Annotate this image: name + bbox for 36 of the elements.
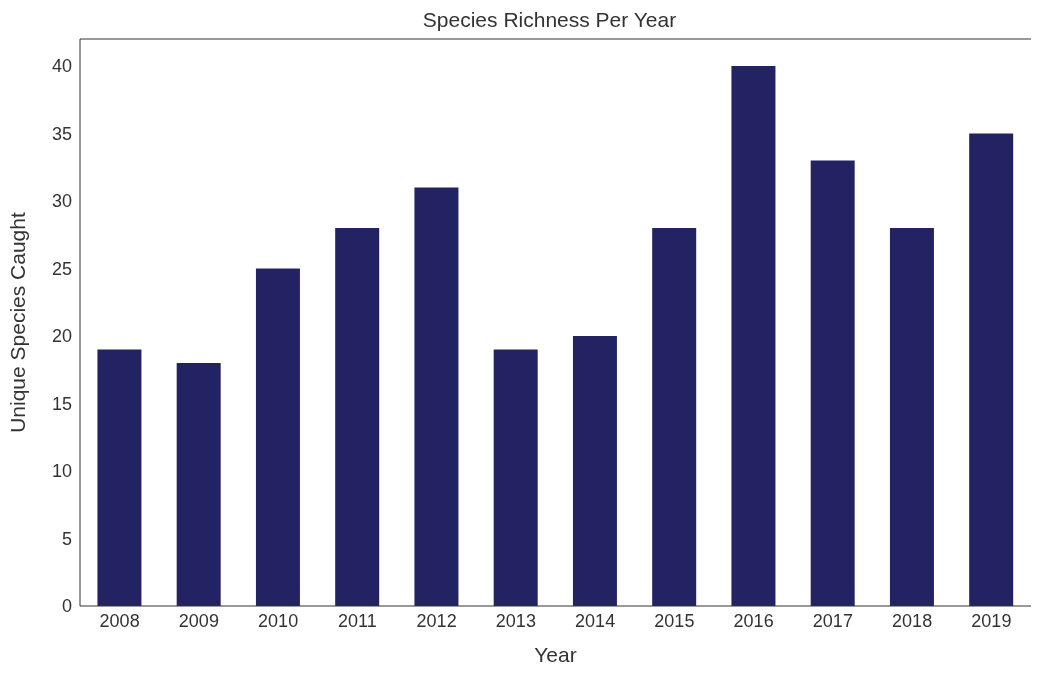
y-tick-label: 5 <box>61 528 72 549</box>
y-tick-label: 40 <box>51 56 72 77</box>
x-tick-label: 2011 <box>338 610 377 631</box>
bar <box>652 228 697 606</box>
bar <box>176 363 221 606</box>
bar <box>493 349 538 606</box>
bar <box>335 228 380 606</box>
y-tick-label: 35 <box>51 123 72 144</box>
y-tick-label: 25 <box>51 258 72 279</box>
y-tick-label: 0 <box>61 596 72 617</box>
x-tick-label: 2018 <box>892 610 933 631</box>
chart-title: Species Richness Per Year <box>421 8 678 33</box>
y-tick-label: 15 <box>51 393 72 414</box>
bar <box>255 268 300 606</box>
x-tick-label: 2015 <box>654 610 695 631</box>
bar <box>969 133 1014 606</box>
bar <box>810 160 855 606</box>
x-tick-label: 2012 <box>416 610 457 631</box>
x-tick-label: 2014 <box>575 610 616 631</box>
y-axis-title: Unique Species Caught <box>6 212 30 433</box>
x-tick-label: 2010 <box>258 610 299 631</box>
bar <box>889 228 934 606</box>
y-tick-label: 20 <box>51 326 72 347</box>
x-tick-label: 2019 <box>971 610 1012 631</box>
x-tick-label: 2017 <box>812 610 853 631</box>
y-tick-label: 10 <box>51 461 72 482</box>
x-axis-title: Year <box>534 643 577 666</box>
x-tick-label: 2008 <box>99 610 140 631</box>
bar <box>97 349 142 606</box>
bar <box>572 336 617 606</box>
x-tick-label: 2016 <box>733 610 774 631</box>
bar <box>414 187 459 606</box>
y-tick-label: 30 <box>51 191 72 212</box>
x-tick-label: 2013 <box>495 610 536 631</box>
bar <box>731 66 776 606</box>
x-tick-label: 2009 <box>178 610 219 631</box>
